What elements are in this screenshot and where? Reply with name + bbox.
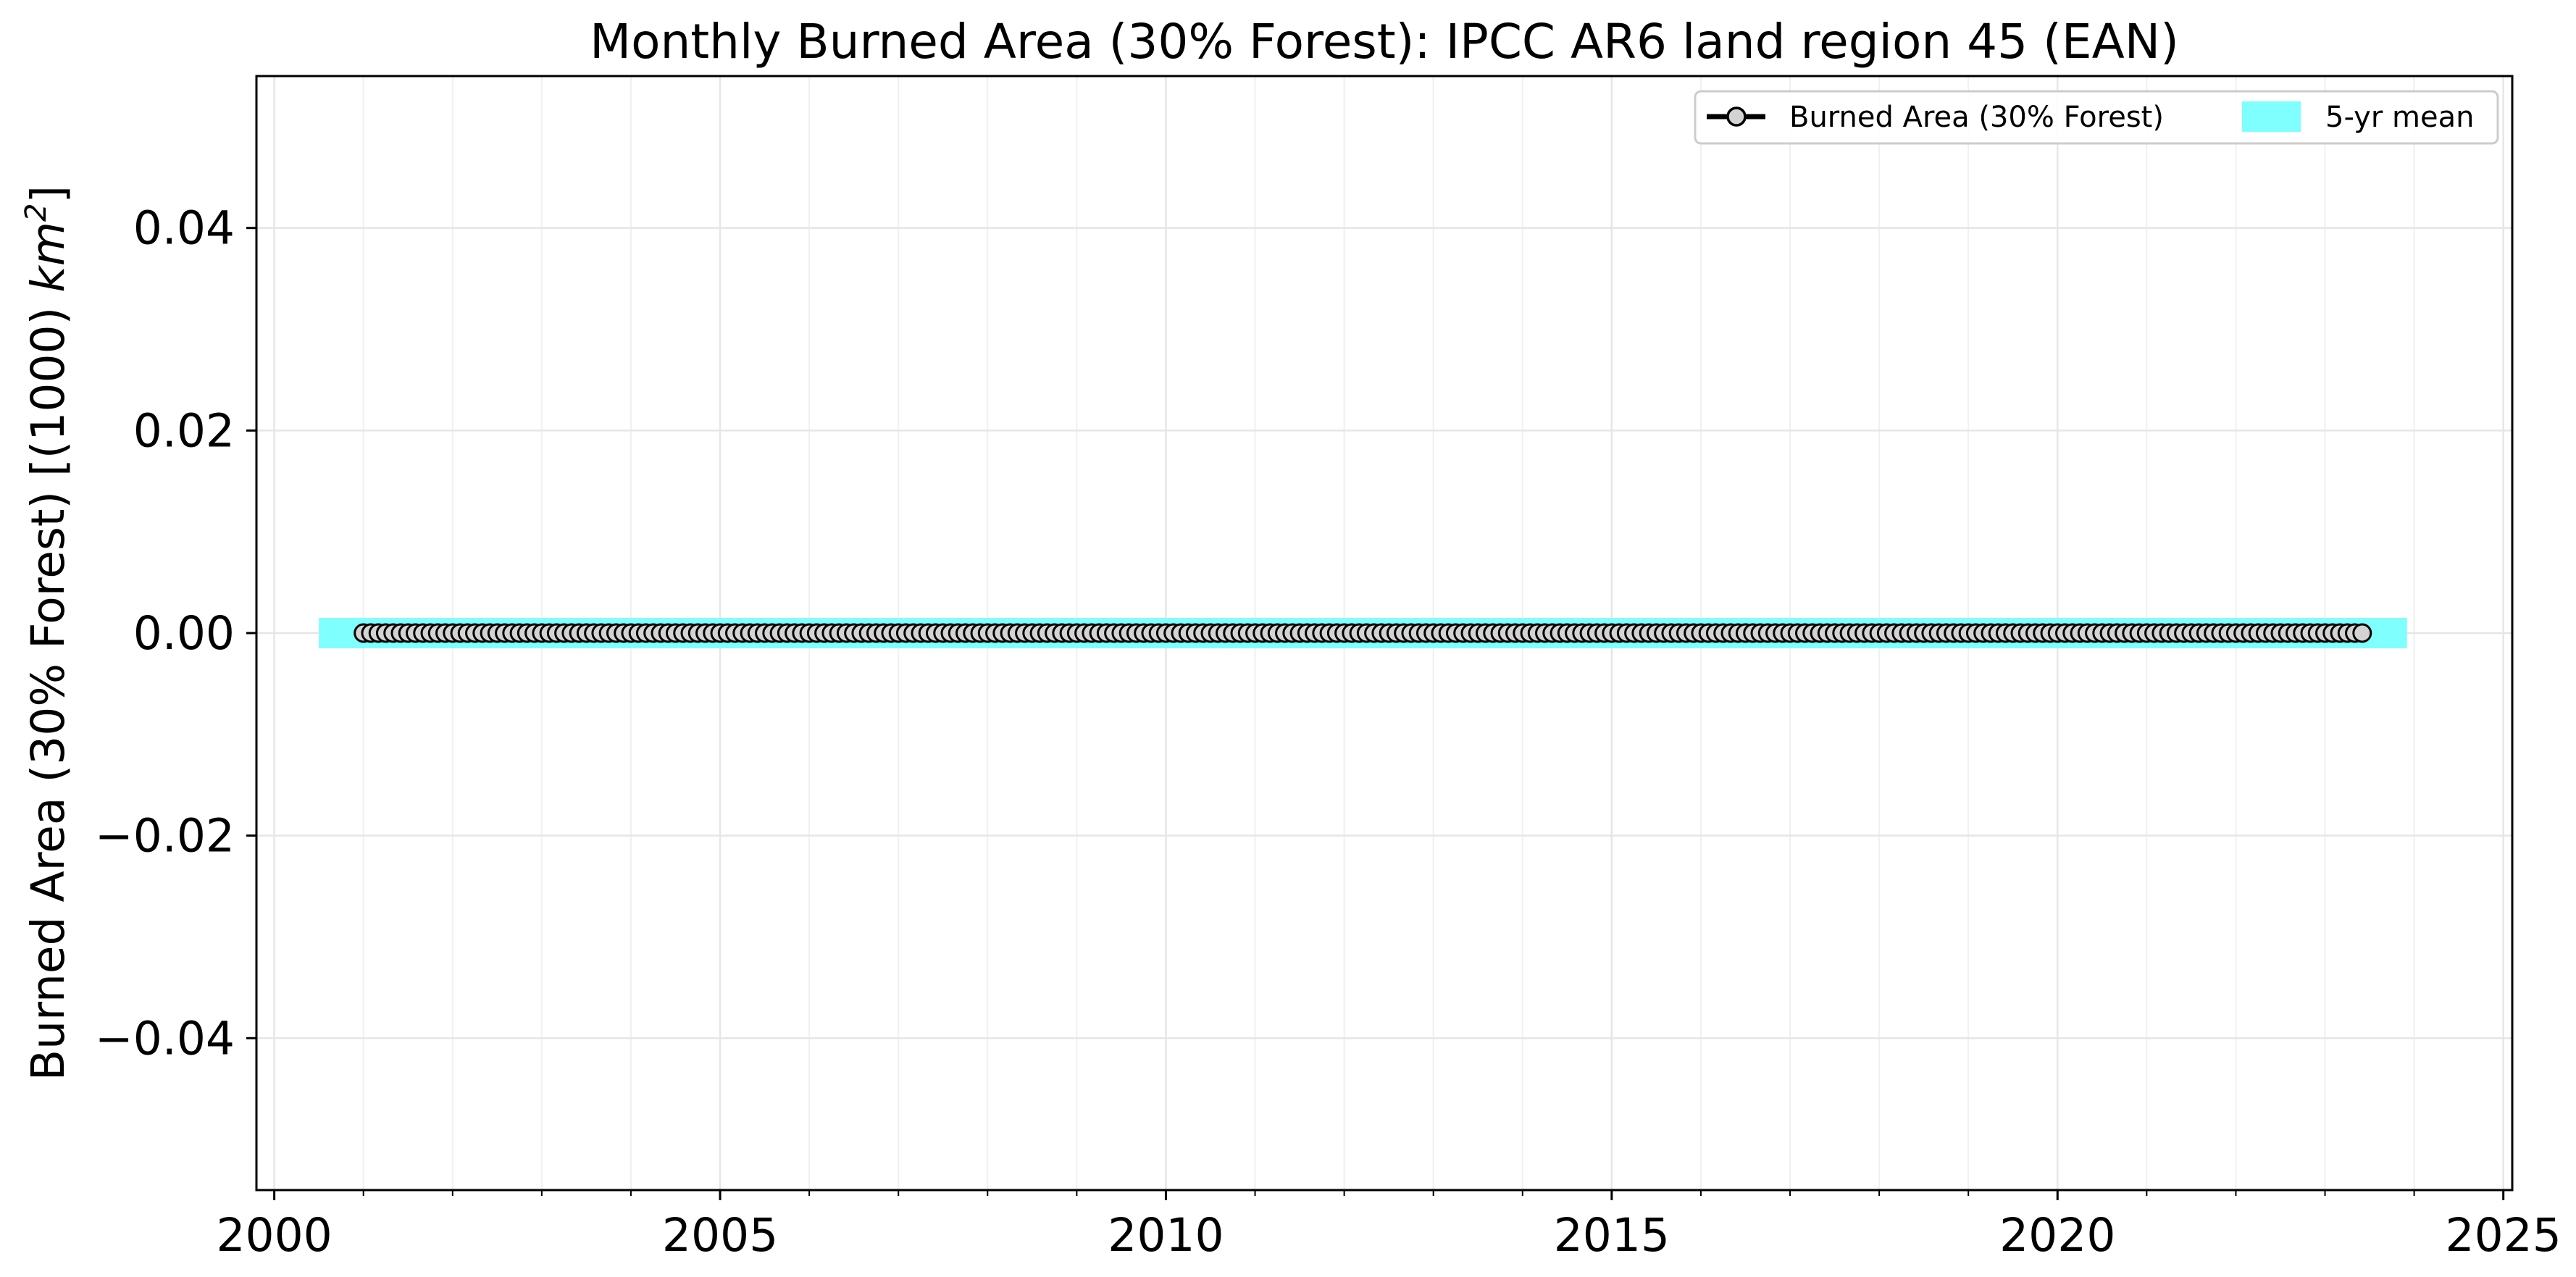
legend-label-5yr-mean: 5-yr mean xyxy=(2325,101,2474,134)
y-tick-label: 0.04 xyxy=(133,202,235,255)
y-tick-label: 0.02 xyxy=(133,404,235,457)
x-tick-label: 2025 xyxy=(2446,1209,2562,1262)
legend-label-burned-area: Burned Area (30% Forest) xyxy=(1789,101,2164,134)
legend: Burned Area (30% Forest) 5-yr mean xyxy=(1694,90,2499,145)
y-tick-label: −0.04 xyxy=(95,1012,235,1065)
x-tick-label: 2020 xyxy=(1999,1209,2115,1262)
axes: 2000 2005 2010 2015 2020 2025 −0.04 −0.02 0.00 0.… xyxy=(95,202,2562,1262)
x-tick-label: 2005 xyxy=(662,1209,778,1262)
legend-band-swatch xyxy=(2242,101,2301,132)
x-tick-label: 2015 xyxy=(1554,1209,1670,1262)
y-axis-label-unit-exponent: 2 xyxy=(20,203,53,221)
y-tick-label: 0.00 xyxy=(133,607,235,660)
chart-title: Monthly Burned Area (30% Forest): IPCC A… xyxy=(590,14,2179,70)
y-axis-label-unit: km xyxy=(22,222,75,293)
y-axis-label-close: ] xyxy=(22,185,75,204)
y-axis-label: Burned Area (30% Forest) [(1000) km2] xyxy=(20,185,75,1081)
y-tick-label: −0.02 xyxy=(95,810,235,863)
y-axis-label-main: Burned Area (30% Forest) [(1000) xyxy=(22,293,75,1081)
legend-marker-swatch xyxy=(1726,106,1747,127)
series-layer xyxy=(354,623,2372,643)
x-tick-label: 2000 xyxy=(216,1209,332,1262)
series-point xyxy=(2352,623,2372,643)
x-tick-label: 2010 xyxy=(1108,1209,1224,1262)
